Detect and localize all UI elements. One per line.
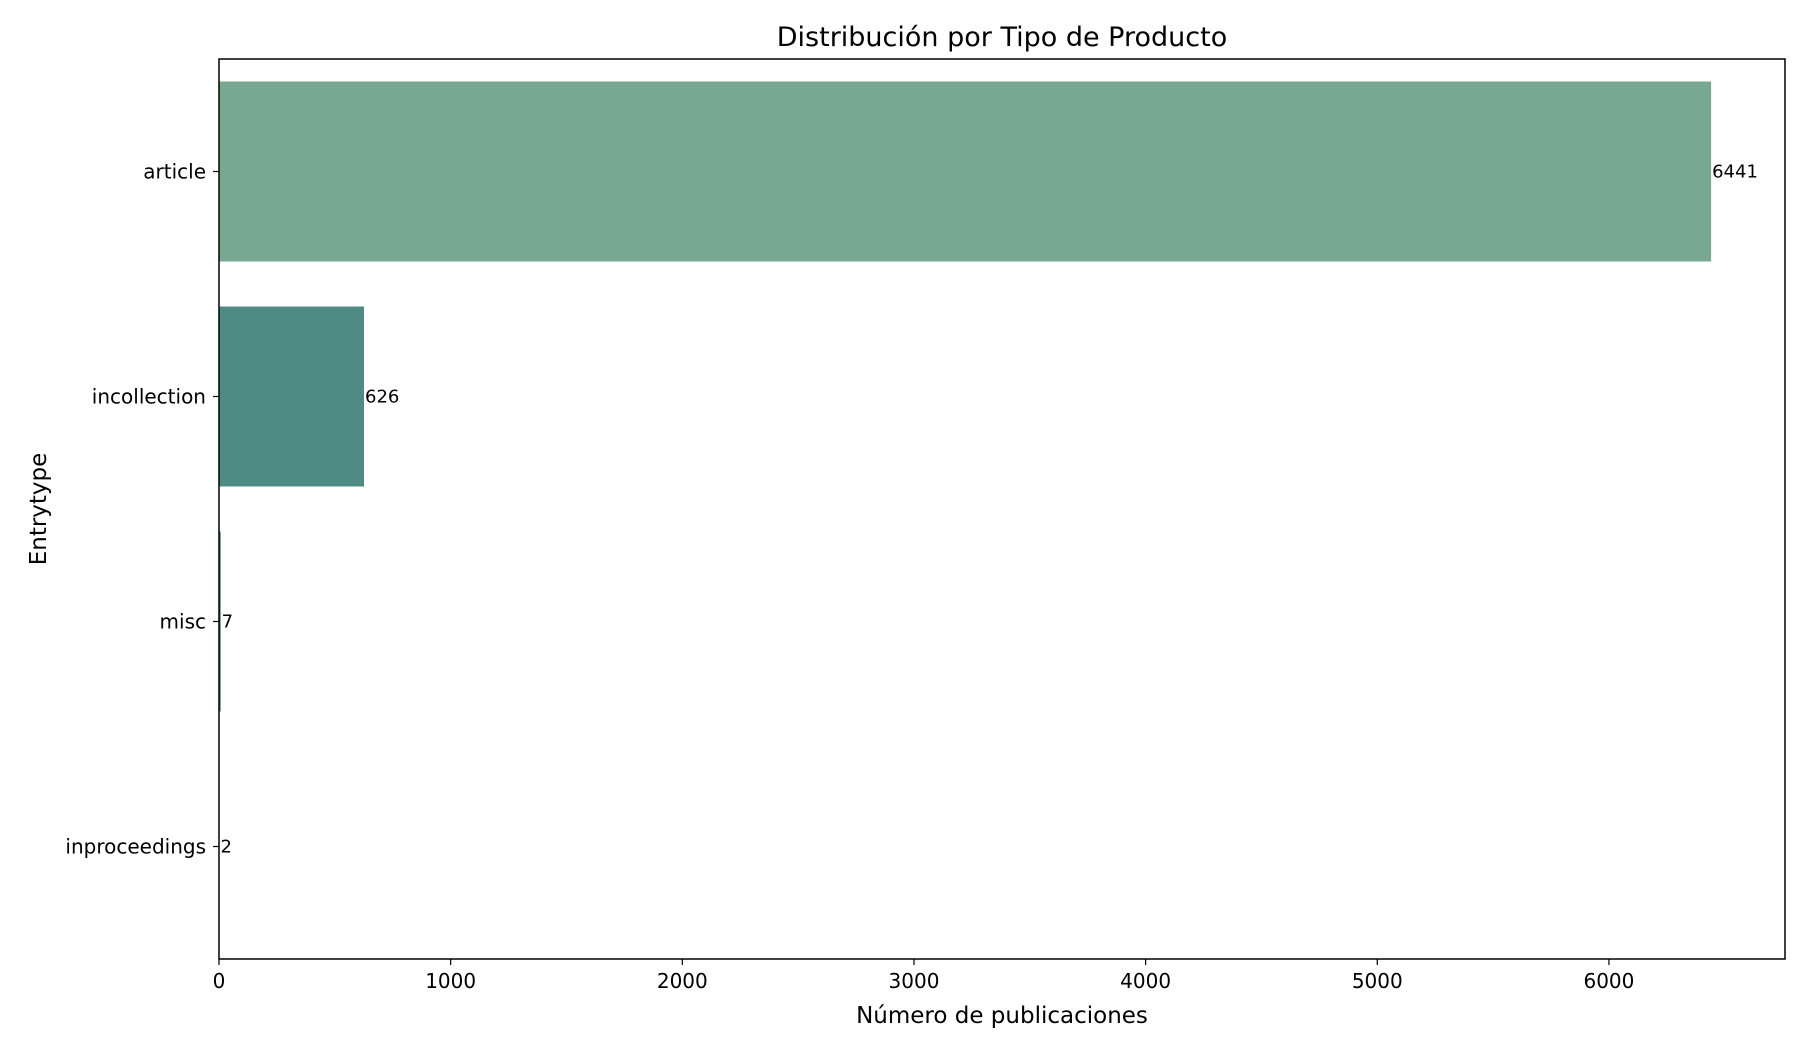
- chart-title: Distribución por Tipo de Producto: [777, 22, 1227, 53]
- x-axis-title: Número de publicaciones: [856, 1003, 1148, 1029]
- bar-misc: [219, 531, 221, 712]
- y-tick-label: article: [143, 160, 206, 184]
- bar-value-label: 6441: [1712, 162, 1758, 183]
- bar-value-label: 626: [365, 387, 399, 408]
- x-tick-label: 0: [213, 969, 226, 993]
- bars-group: [219, 81, 1712, 937]
- y-axis-ticks: article incollection misc inproceedings: [65, 160, 219, 859]
- x-tick-label: 6000: [1583, 969, 1634, 993]
- bar-incollection: [219, 306, 365, 487]
- bar-value-label: 7: [222, 612, 233, 633]
- x-tick-label: 3000: [889, 969, 940, 993]
- x-tick-label: 5000: [1352, 969, 1403, 993]
- bar-article: [219, 81, 1712, 262]
- x-axis-ticks: 0 1000 2000 3000 4000 5000 6000: [213, 959, 1634, 993]
- x-tick-label: 2000: [657, 969, 708, 993]
- x-tick-label: 4000: [1120, 969, 1171, 993]
- bar-value-label: 2: [220, 837, 231, 858]
- x-tick-label: 1000: [425, 969, 476, 993]
- y-tick-label: incollection: [92, 385, 206, 409]
- bar-labels-group: 6441 626 7 2: [220, 162, 1757, 858]
- y-tick-label: inproceedings: [65, 835, 206, 859]
- plot-frame: [218, 58, 1786, 960]
- y-axis-title: Entrytype: [26, 453, 52, 566]
- y-tick-label: misc: [160, 610, 206, 634]
